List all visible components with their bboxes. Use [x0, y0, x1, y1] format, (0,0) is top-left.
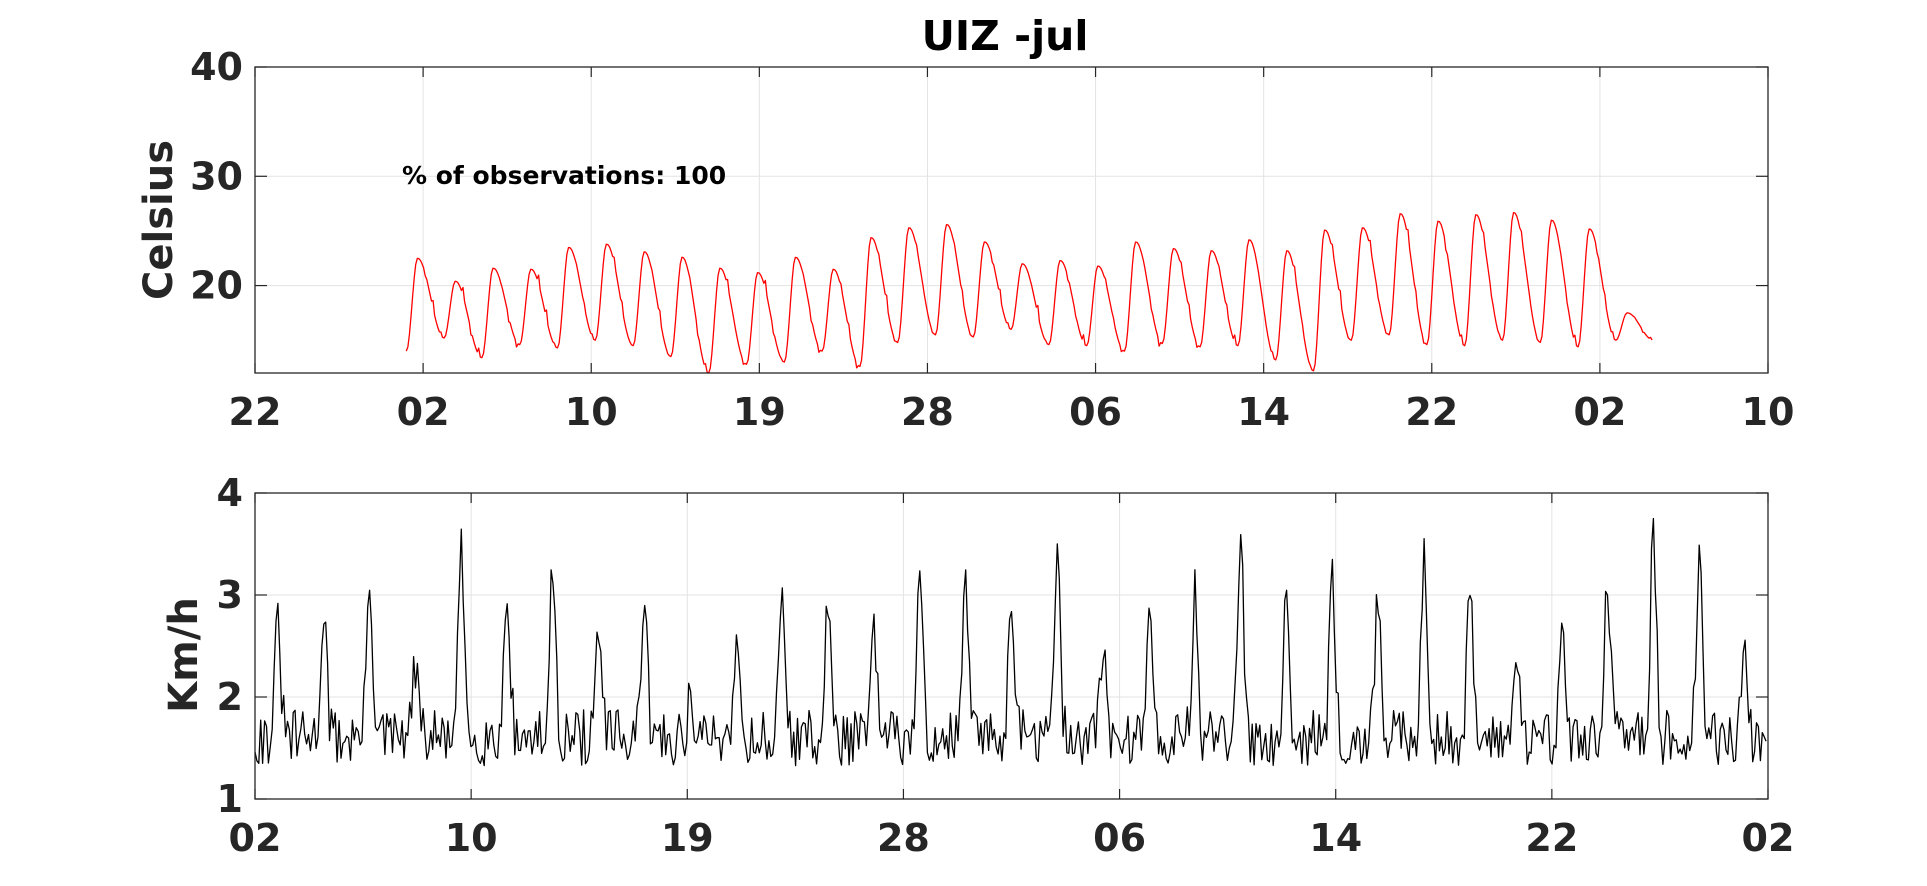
- temperature-y-tick-label: 40: [190, 45, 243, 89]
- temperature-panel: 22 02 10 19 28 06 14 22 02 10 20 30 40: [190, 45, 1794, 434]
- wind-y-tick-label: 4: [217, 471, 243, 515]
- wind-x-tick-label: 10: [445, 816, 498, 860]
- wind-x-tick-label: 02: [1742, 816, 1795, 860]
- wind-x-tick-label: 22: [1525, 816, 1578, 860]
- wind-y-tick-label: 1: [217, 777, 243, 821]
- wind-x-tick-label: 06: [1093, 816, 1146, 860]
- wind-y-axis-label: Km/h: [161, 597, 207, 713]
- wind-x-tick-label: 14: [1309, 816, 1362, 860]
- wind-y-tick-label: 3: [217, 573, 243, 617]
- temperature-axes-frame: [254, 66, 1769, 374]
- temperature-x-tick-label: 22: [229, 390, 282, 434]
- wind-y-tick-label: 2: [217, 675, 243, 719]
- wind-x-tick-label: 19: [661, 816, 714, 860]
- temperature-x-tick-label: 14: [1237, 390, 1290, 434]
- temperature-y-tick-label: 20: [190, 264, 243, 308]
- temperature-x-tick-label: 19: [733, 390, 786, 434]
- wind-x-tick-label: 02: [229, 816, 282, 860]
- temperature-x-tick-label: 10: [1742, 390, 1795, 434]
- wind-x-tick-label: 28: [877, 816, 930, 860]
- chart-title: UIZ -jul: [922, 12, 1089, 60]
- temperature-x-tick-label: 06: [1069, 390, 1122, 434]
- temperature-x-tick-label: 10: [565, 390, 618, 434]
- observations-annotation: % of observations: 100: [402, 161, 726, 190]
- temperature-series-line: [405, 211, 1653, 374]
- temperature-y-tick-label: 30: [190, 154, 243, 198]
- temperature-x-tick-label: 02: [397, 390, 450, 434]
- temperature-y-axis-label: Celsius: [136, 140, 182, 300]
- temperature-x-tick-label: 22: [1405, 390, 1458, 434]
- temperature-x-tick-label: 02: [1573, 390, 1626, 434]
- temperature-x-tick-label: 28: [901, 390, 954, 434]
- wind-axes-frame: [254, 492, 1769, 800]
- wind-series-line: [254, 517, 1767, 767]
